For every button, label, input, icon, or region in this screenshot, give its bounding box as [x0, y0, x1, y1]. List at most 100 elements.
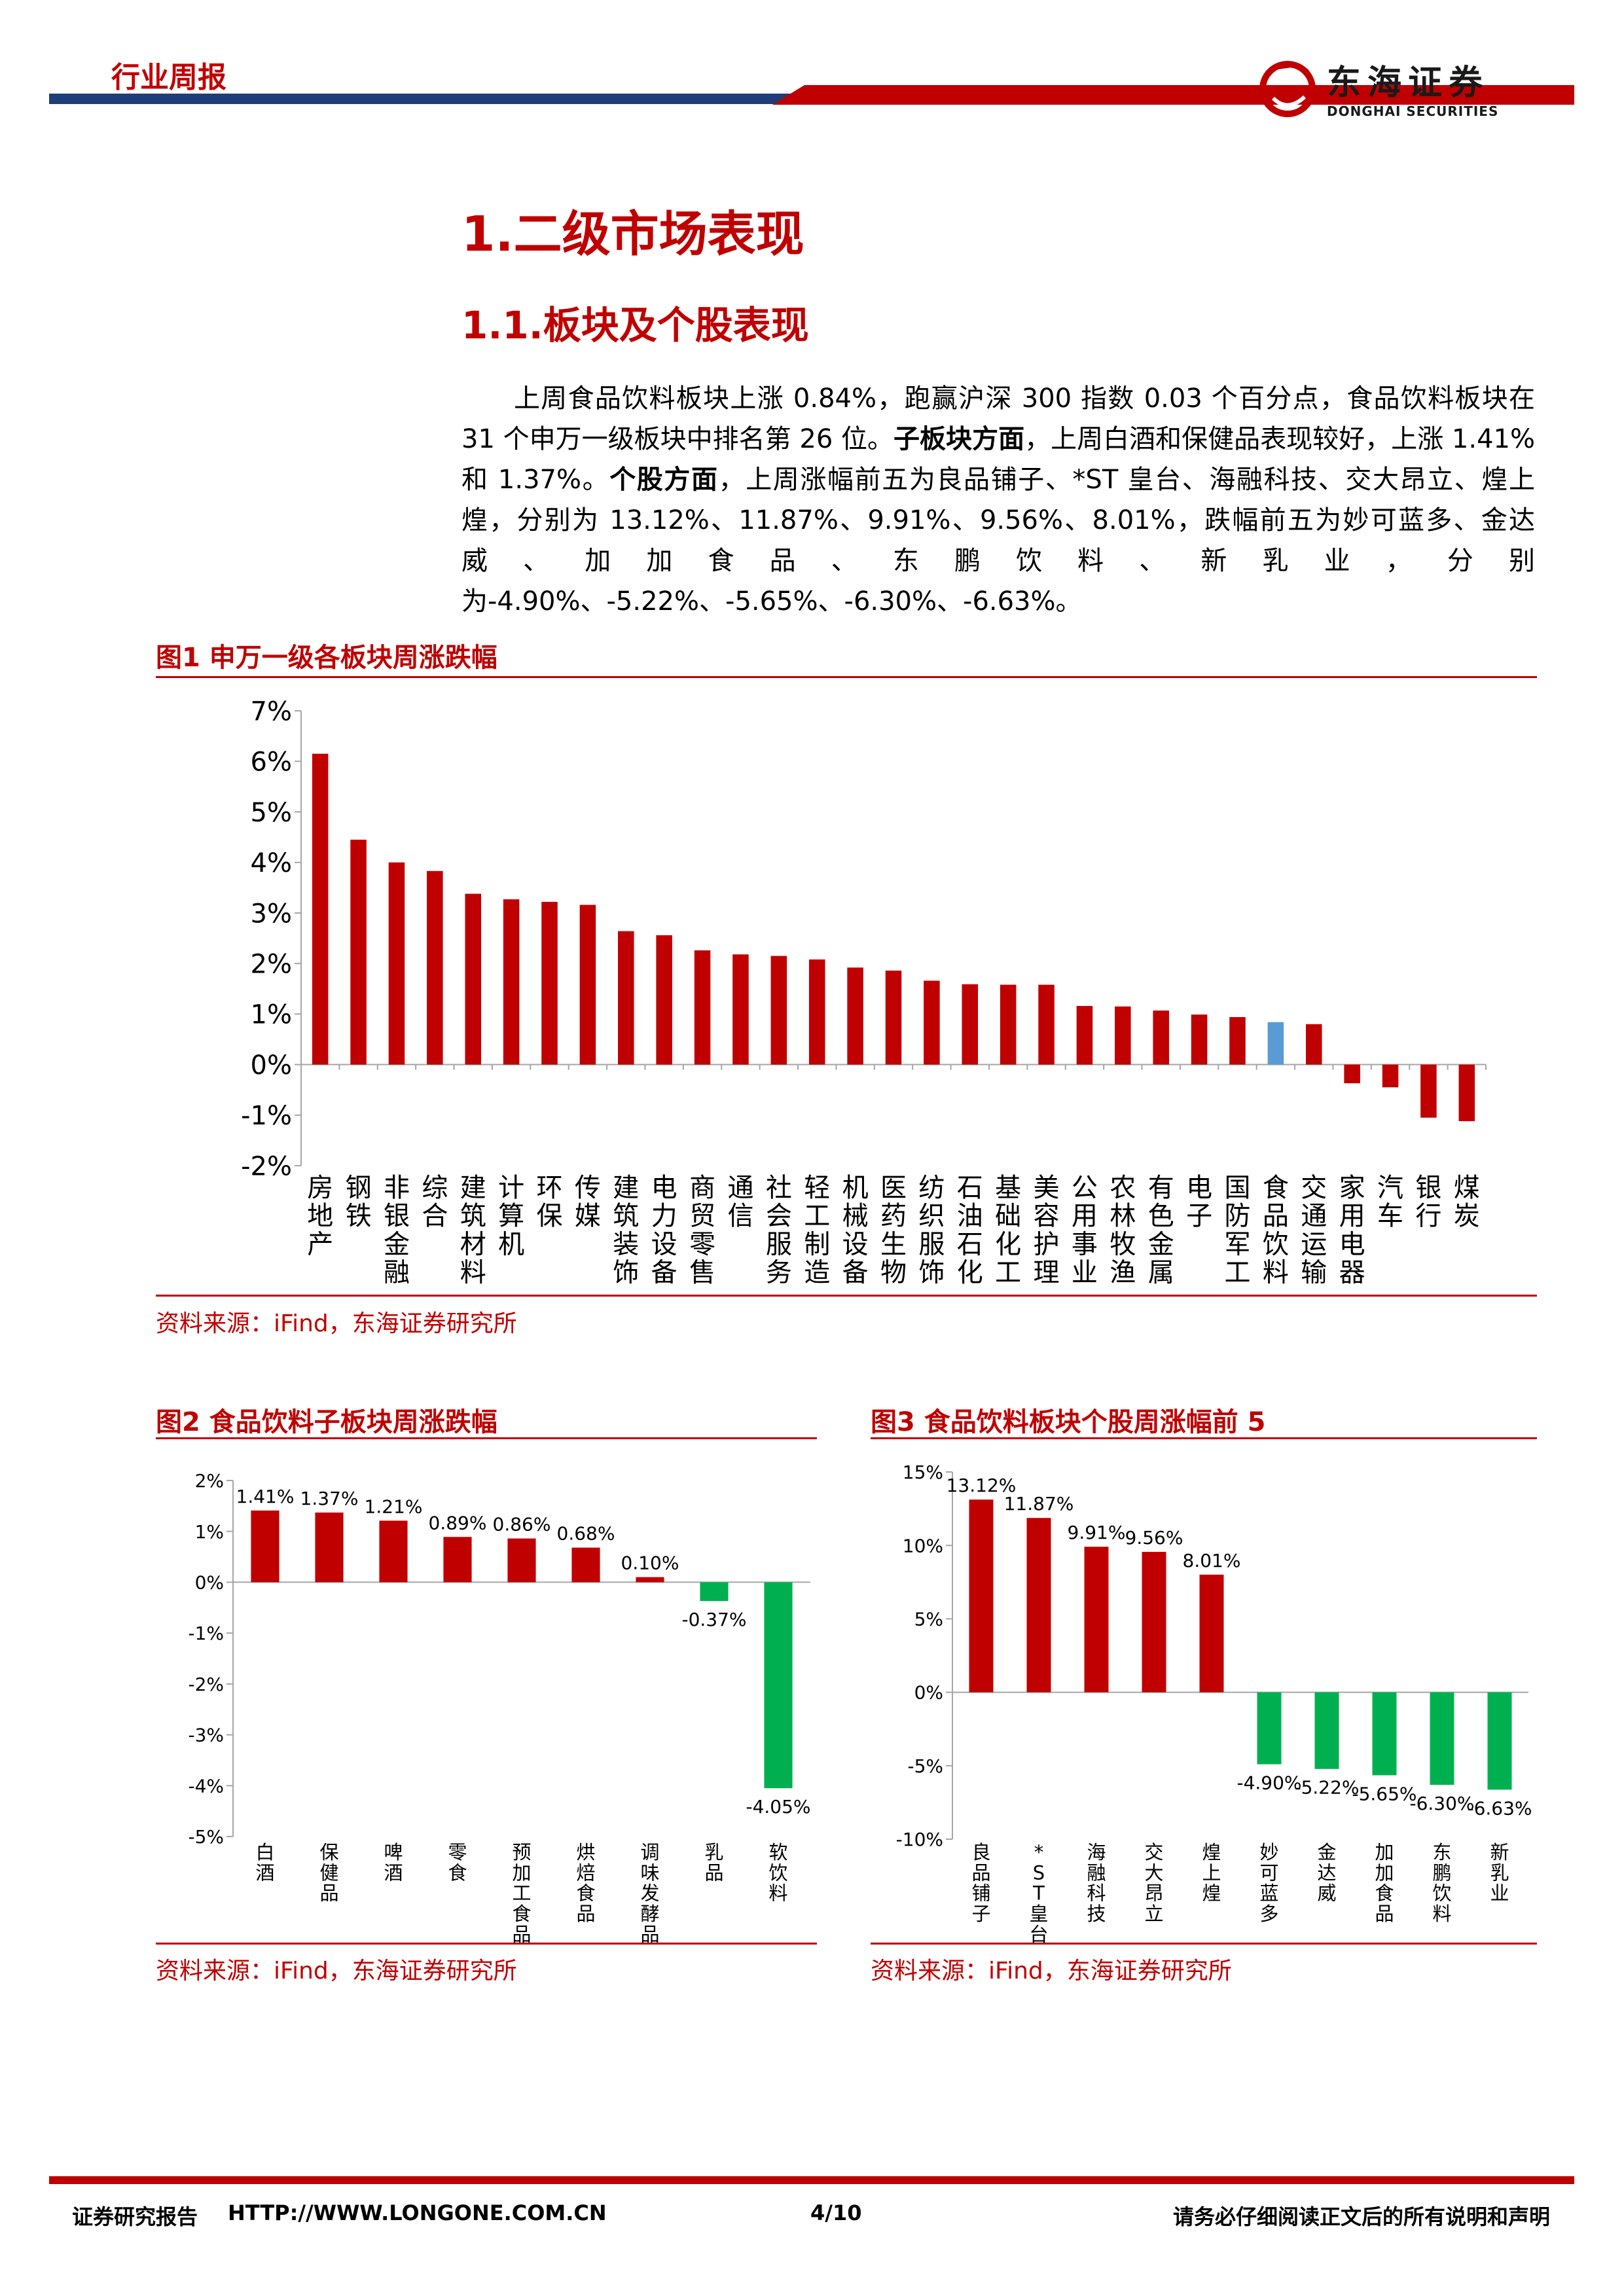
y-tick-label: 2%: [251, 950, 292, 980]
para-bold-stocks: 个股方面: [609, 465, 719, 495]
category-label: 子: [971, 1903, 990, 1925]
figure-1-top-rule: [156, 676, 1537, 678]
category-label: 装: [613, 1229, 639, 1259]
category-label: 品: [971, 1861, 990, 1884]
category-label: 炭: [1454, 1201, 1480, 1231]
bar: [1038, 984, 1055, 1065]
category-label: 媒: [575, 1201, 601, 1231]
bar: [764, 1582, 793, 1789]
category-label: 础: [995, 1201, 1021, 1231]
bar: [1153, 1010, 1169, 1065]
category-label: 预: [512, 1841, 531, 1863]
category-label: 品: [512, 1923, 531, 1943]
category-label: 械: [842, 1201, 869, 1231]
category-label: 味: [640, 1861, 659, 1884]
category-label: 酵: [640, 1903, 659, 1925]
bar: [847, 967, 863, 1065]
y-tick-label: 6%: [251, 747, 292, 778]
category-label: 品: [640, 1923, 659, 1943]
category-label: 物: [880, 1258, 907, 1288]
category-label: 容: [1034, 1201, 1060, 1231]
category-label: 电: [1186, 1173, 1212, 1203]
category-label: 子: [1186, 1201, 1212, 1231]
category-label: 用: [1072, 1201, 1098, 1231]
category-label: 啤: [384, 1841, 403, 1863]
footer-page-number: 4/10: [810, 2200, 862, 2225]
category-label: 机: [498, 1229, 524, 1259]
category-label: 饮: [1263, 1229, 1289, 1259]
category-label: 公: [1072, 1173, 1098, 1203]
bar: [315, 1512, 344, 1583]
bar: [443, 1537, 472, 1583]
category-label: 上: [1202, 1861, 1221, 1884]
category-label: 烘: [576, 1841, 595, 1863]
category-label: 石: [957, 1229, 983, 1259]
bar: [1084, 1547, 1109, 1693]
data-label: -5.65%: [1352, 1783, 1416, 1804]
sector-weekly-change-chart: 7%6%5%4%3%2%1%0%-1%-2%房地产钢铁非银金融综合建筑材料计算机…: [241, 696, 1487, 1288]
category-label: 铁: [346, 1201, 372, 1231]
category-label: 综: [422, 1173, 448, 1203]
category-label: 皇: [1029, 1903, 1048, 1925]
figure-3-title: 图3 食品饮料板块个股周涨幅前 5: [871, 1407, 1266, 1437]
y-tick-label: 0%: [195, 1572, 224, 1594]
category-label: 零: [448, 1841, 467, 1863]
section-heading: 1.二级市场表现: [461, 206, 804, 262]
subsection-heading: 1.1.板块及个股表现: [461, 303, 809, 348]
category-label: 油: [957, 1201, 983, 1231]
bar: [656, 935, 672, 1065]
category-label: 煌: [1202, 1841, 1221, 1863]
category-label: S: [1033, 1861, 1045, 1884]
y-tick-label: -2%: [188, 1674, 224, 1695]
category-label: 售: [689, 1258, 715, 1288]
stock-top5-change-chart: 15%10%5%0%-5%-10%13.12%良品铺子11.87%*ST皇台9.…: [896, 1462, 1532, 1943]
bar: [350, 839, 367, 1065]
category-label: 加: [512, 1861, 531, 1884]
para-text-1: 上周食品饮料板块上涨 0.84%，跑赢沪深 300 指数 0.03 个百分点，食…: [461, 384, 1535, 454]
data-label: -0.37%: [681, 1609, 746, 1630]
category-label: 色: [1148, 1201, 1174, 1231]
category-label: 贸: [689, 1201, 715, 1231]
category-label: 良: [971, 1841, 990, 1863]
bar: [541, 901, 558, 1065]
category-label: 零: [689, 1229, 715, 1259]
report-type-title: 行业周报: [111, 61, 226, 94]
data-label: 1.21%: [365, 1496, 423, 1517]
bar: [1314, 1692, 1339, 1769]
category-label: 东: [1432, 1841, 1451, 1863]
category-label: 品: [704, 1861, 723, 1884]
category-label: 汽: [1377, 1173, 1403, 1203]
category-label: 电: [651, 1173, 677, 1203]
bar: [1267, 1022, 1284, 1065]
category-label: 通: [727, 1173, 753, 1203]
category-label: 业: [1490, 1882, 1509, 1905]
category-label: 机: [842, 1173, 869, 1203]
category-label: 金: [1317, 1841, 1336, 1863]
subsector-weekly-change-chart: 2%1%0%-1%-2%-3%-4%-5%1.41%白酒1.37%保健品1.21…: [188, 1470, 810, 1943]
category-label: 大: [1144, 1861, 1163, 1884]
category-label: 理: [1034, 1258, 1060, 1288]
category-label: 化: [957, 1258, 983, 1288]
category-label: 食: [576, 1882, 595, 1905]
category-label: 纺: [918, 1173, 945, 1203]
category-label: 业: [1072, 1258, 1098, 1288]
category-label: 铺: [971, 1882, 990, 1905]
bar: [503, 899, 520, 1065]
y-tick-label: 2%: [195, 1470, 224, 1492]
category-label: 林: [1110, 1201, 1136, 1231]
y-tick-label: -1%: [188, 1623, 224, 1644]
category-label: 军: [1224, 1229, 1250, 1259]
category-label: 轻: [804, 1173, 830, 1203]
category-label: 社: [766, 1173, 792, 1203]
footer-website-link[interactable]: HTTP://WWW.LONGONE.COM.CN: [228, 2200, 607, 2225]
para-text-3: ，上周涨幅前五为良品铺子、*ST 皇台、海融科技、交大昂立、煌上煌，分别为 13…: [461, 465, 1535, 617]
category-label: 食: [1375, 1882, 1394, 1905]
bar: [618, 931, 634, 1065]
bar: [579, 905, 596, 1065]
bar: [1420, 1064, 1437, 1118]
category-label: 化: [995, 1229, 1021, 1259]
data-label: -4.90%: [1236, 1772, 1301, 1794]
bar: [388, 862, 405, 1065]
category-label: 运: [1301, 1229, 1327, 1259]
category-label: 工: [512, 1882, 531, 1905]
